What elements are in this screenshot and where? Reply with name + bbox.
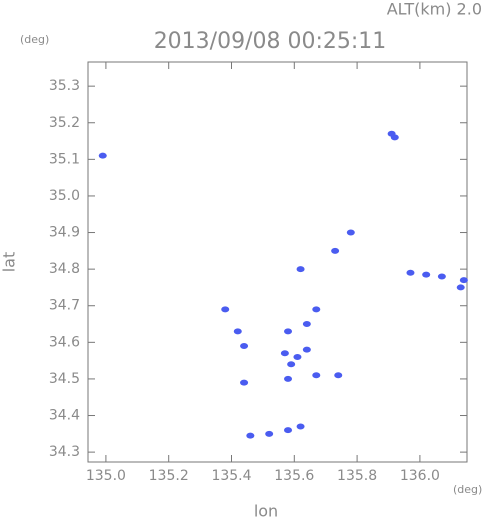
echo-point [334, 372, 343, 379]
y-unit: (deg) [20, 33, 49, 46]
echo-point [284, 328, 293, 335]
y-tick-label: 34.8 [49, 261, 80, 277]
echo-point [296, 266, 305, 273]
x-tick-label: 136.0 [400, 468, 440, 484]
y-tick-label: 35.2 [49, 115, 80, 131]
y-tick-label: 35.0 [49, 188, 80, 204]
x-tick-label: 135.2 [149, 468, 189, 484]
echo-point [240, 379, 249, 386]
y-tick-label: 34.7 [49, 298, 80, 314]
x-axis-label: lon [254, 502, 278, 521]
echo-point [390, 134, 399, 141]
echo-point [456, 284, 465, 291]
echo-point [302, 346, 311, 353]
echo-point [331, 247, 340, 254]
echo-point [422, 271, 431, 278]
y-tick-label: 34.3 [49, 444, 80, 460]
echo-point [233, 328, 242, 335]
echo-point [98, 152, 107, 159]
echo-point [265, 430, 274, 437]
y-tick-label: 35.3 [49, 78, 80, 94]
y-tick-label: 34.9 [49, 225, 80, 241]
plot-frame [87, 61, 468, 463]
echo-point [284, 427, 293, 434]
y-tick-label: 34.6 [49, 334, 80, 350]
y-axis-label: lat [0, 252, 19, 273]
chart-title: 2013/09/08 00:25:11 [154, 29, 387, 54]
echo-point [284, 375, 293, 382]
echo-point [240, 342, 249, 349]
echo-point [406, 269, 415, 276]
chart-subtitle: ALT(km) 2.0 [387, 0, 482, 19]
echo-point [293, 353, 302, 360]
echo-point [296, 423, 305, 430]
echo-point [346, 229, 355, 236]
echo-point [221, 306, 230, 313]
echo-point [437, 273, 446, 280]
echo-point [312, 306, 321, 313]
echo-point [287, 361, 296, 368]
echo-point [459, 277, 468, 284]
y-tick-label: 34.4 [49, 408, 80, 424]
x-tick-label: 135.4 [211, 468, 251, 484]
echo-point [246, 432, 255, 439]
x-tick-label: 135.0 [86, 468, 126, 484]
y-tick-label: 34.5 [49, 371, 80, 387]
x-tick-label: 135.6 [274, 468, 314, 484]
x-tick-label: 135.8 [337, 468, 377, 484]
echo-point [312, 372, 321, 379]
y-tick-label: 35.1 [49, 151, 80, 167]
x-unit: (deg) [453, 483, 482, 496]
echo-point [302, 321, 311, 328]
echo-point [280, 350, 289, 357]
